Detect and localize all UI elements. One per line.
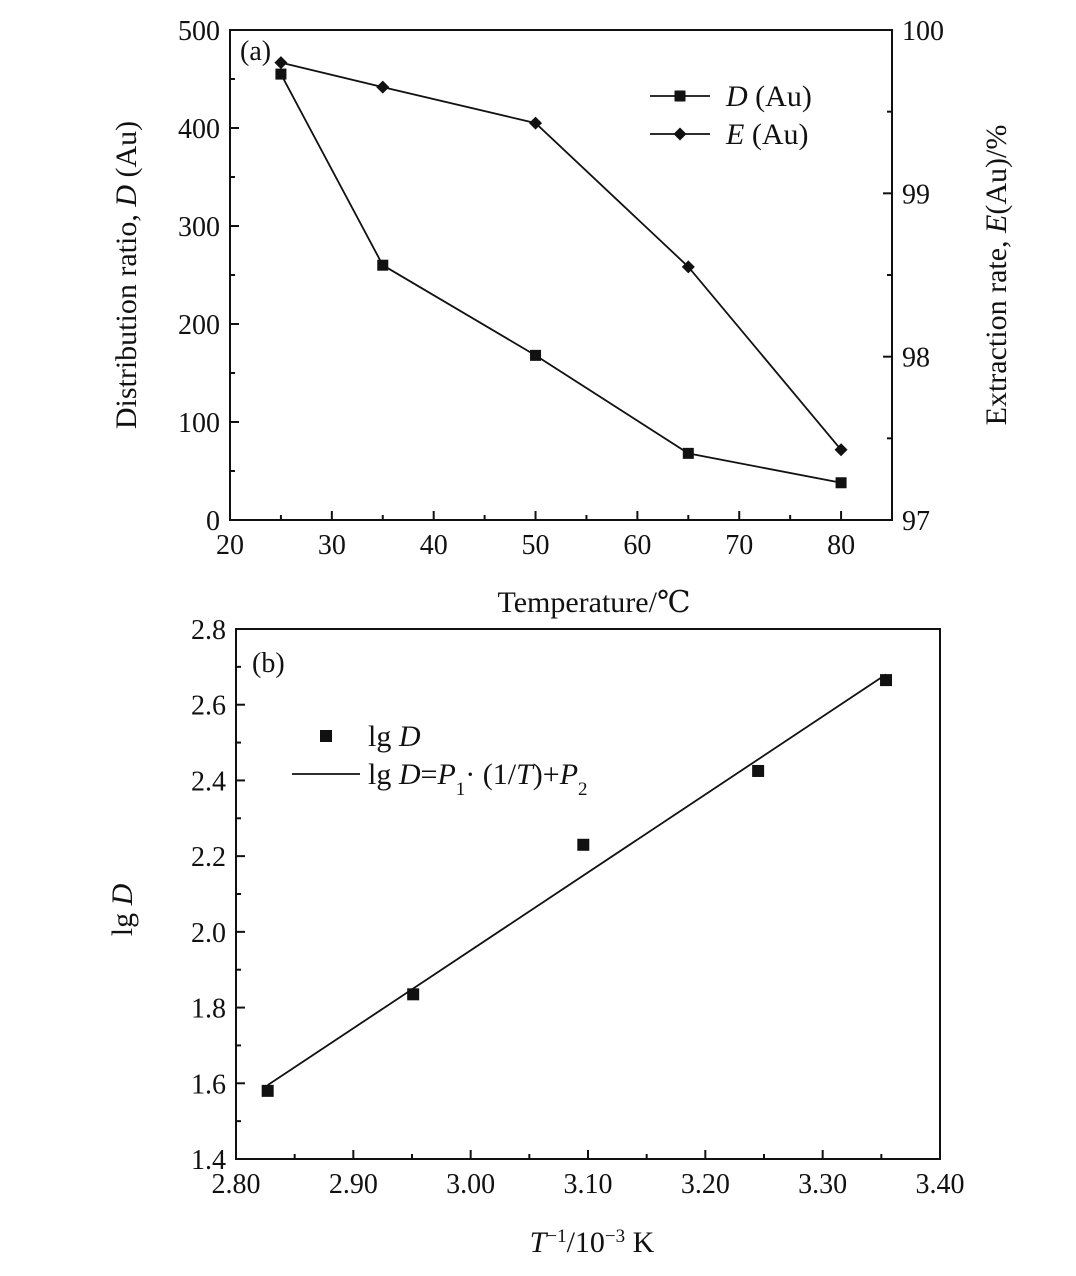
y-tick-label-left: 100	[178, 408, 220, 439]
data-point-lgd	[407, 988, 420, 1001]
data-point-d	[377, 259, 389, 271]
panel-b: (b) T−1/10−3 K lg D 2.80 2.90 3.00 3.10 3.20…	[106, 615, 965, 1259]
x-tick-label: 30	[318, 530, 346, 561]
legend-marker-diamond	[673, 127, 687, 141]
x-tick-label: 60	[623, 530, 651, 561]
data-point-lgd	[577, 838, 590, 851]
y-tick-label-left: 200	[178, 310, 220, 341]
y-tick-label: 1.4	[191, 1145, 226, 1176]
y-tick-label-left: 400	[178, 114, 220, 145]
data-point-e	[376, 80, 390, 94]
x-tick-label: 2.90	[329, 1169, 378, 1200]
x-tick-label: 3.30	[798, 1169, 847, 1200]
y-axis-title-right-a: Extraction rate, E(Au)/%	[980, 125, 1013, 426]
panel-a: (a) Temperature/℃ Distribution ratio, D …	[110, 16, 1013, 619]
series-a	[274, 56, 848, 489]
legend-label: D (Au)	[725, 80, 812, 113]
data-point-e	[834, 443, 848, 457]
x-tick-label: 3.40	[916, 1169, 965, 1200]
x-tick-label: 2.80	[212, 1169, 261, 1200]
data-point-e	[681, 260, 695, 274]
x-tick-label: 40	[420, 530, 448, 561]
legend-b: lg D lg D=P1· (1/T)+P2	[292, 720, 588, 800]
data-point-e	[529, 116, 543, 130]
ticks-a: 20 30 40 50 60 70 80 0 100 200 300 400 500 97 98 99 100	[178, 16, 944, 561]
panel-label-b: (b)	[252, 648, 285, 679]
data-point-e	[274, 56, 288, 70]
y-tick-label-right: 100	[902, 16, 944, 47]
legend-label-fit: lg D=P1· (1/T)+P2	[368, 758, 588, 800]
legend-marker-square	[674, 90, 686, 102]
x-tick-label: 3.20	[681, 1169, 730, 1200]
data-point-lgd	[752, 764, 765, 777]
y-tick-label-right: 97	[902, 506, 930, 537]
data-point-lgd	[880, 674, 893, 687]
data-point-d	[275, 68, 287, 80]
x-tick-label: 3.00	[446, 1169, 495, 1200]
x-tick-label: 50	[522, 530, 550, 561]
y-tick-label: 1.6	[191, 1069, 226, 1100]
x-tick-label: 70	[725, 530, 753, 561]
ticks-b: 2.80 2.90 3.00 3.10 3.20 3.30 3.40 1.4 1.6 1.8 2.0…	[191, 615, 965, 1200]
data-point-d	[530, 349, 542, 361]
legend-label-points: lg D	[368, 720, 421, 753]
y-tick-label: 2.8	[191, 615, 226, 646]
y-tick-label: 1.8	[191, 994, 226, 1025]
x-tick-label: 20	[216, 530, 244, 561]
legend-label: E (Au)	[725, 118, 808, 151]
y-tick-label: 2.4	[191, 766, 226, 797]
x-tick-label: 3.10	[564, 1169, 613, 1200]
legend-a: D (Au) E (Au)	[650, 80, 812, 151]
y-tick-label-left: 0	[206, 506, 220, 537]
legend-marker-square	[320, 730, 332, 742]
data-point-lgd	[261, 1084, 274, 1097]
x-axis-title-a: Temperature/℃	[497, 586, 690, 619]
y-tick-label: 2.0	[191, 918, 226, 949]
series-b	[261, 673, 893, 1097]
y-tick-label-left: 300	[178, 212, 220, 243]
y-tick-label-right: 98	[902, 343, 930, 374]
fit-line	[267, 673, 887, 1086]
y-axis-title-b: lg D	[106, 883, 139, 936]
y-tick-label-left: 500	[178, 16, 220, 47]
data-point-d	[682, 447, 694, 459]
y-tick-label: 2.6	[191, 691, 226, 722]
x-axis-title-b: T−1/10−3 K	[530, 1226, 655, 1260]
data-point-d	[835, 477, 847, 489]
panel-label-a: (a)	[240, 36, 271, 67]
y-tick-label-right: 99	[902, 179, 930, 210]
x-tick-label: 80	[827, 530, 855, 561]
y-tick-label: 2.2	[191, 842, 226, 873]
y-axis-title-left-a: Distribution ratio, D (Au)	[110, 121, 143, 429]
